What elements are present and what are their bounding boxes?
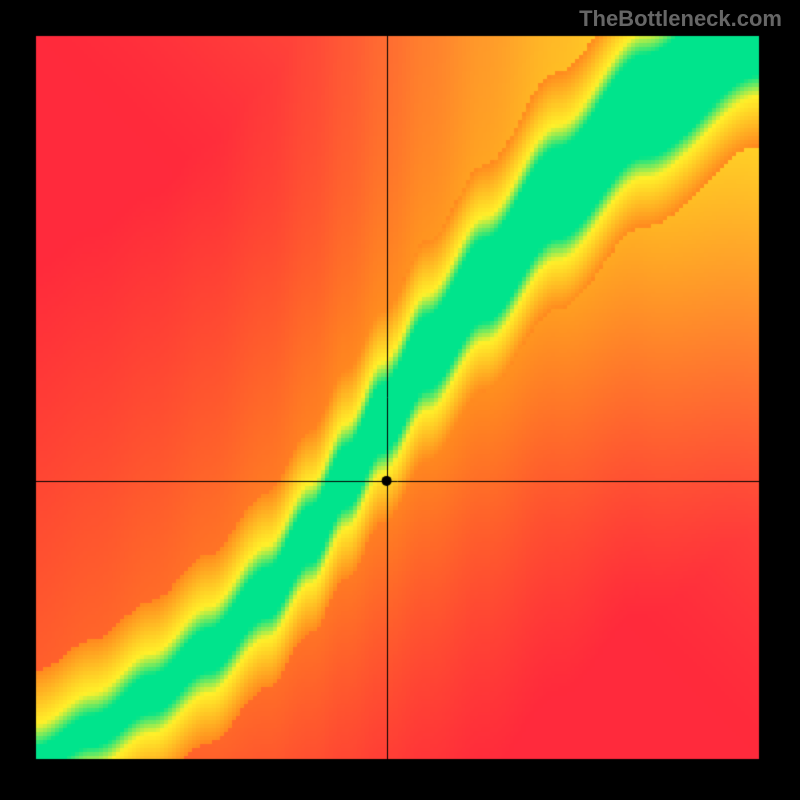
watermark-text: TheBottleneck.com bbox=[579, 6, 782, 32]
bottleneck-heatmap bbox=[0, 0, 800, 800]
